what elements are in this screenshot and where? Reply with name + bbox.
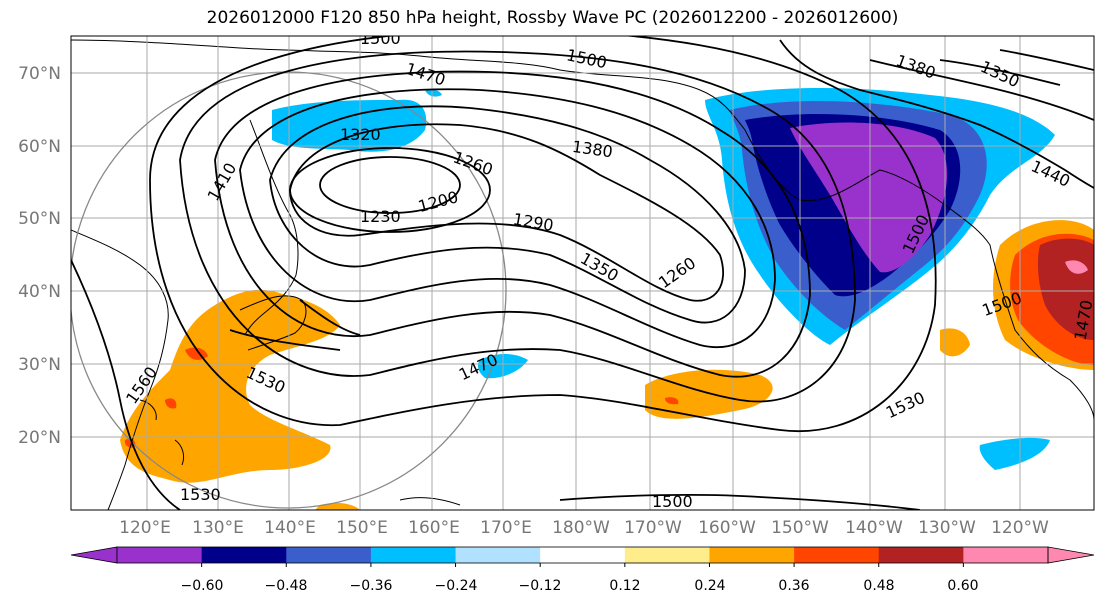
lat-tick-label: 50°N [18,209,61,229]
lon-tick-label: 120°E [119,518,171,538]
colorbar-tick-label: −0.24 [435,578,478,594]
lon-tick-label: 160°W [698,518,756,538]
colorbar-segment [370,547,457,563]
colorbar-tick-label: 0.24 [694,578,725,594]
lon-tick-label: 180°W [552,518,610,538]
latitude-axis: 70°N 60°N 50°N 40°N 30°N 20°N [18,64,61,448]
lon-tick-label: 170°W [624,518,682,538]
contour-label: 1530 [180,485,221,504]
colorbar-tick-label: −0.36 [350,578,393,594]
colorbar-frame [116,546,1049,564]
lon-tick-label: 170°E [480,518,532,538]
colorbar-arrow-max [1047,546,1095,564]
colorbar-tick-label: −0.48 [265,578,308,594]
colorbar-labels: −0.60 −0.48 −0.36 −0.24 −0.12 0.12 0.24 … [181,578,979,594]
colorbar-segment [709,547,795,563]
gridlines [71,36,1094,510]
colorbar-segment [286,547,372,563]
lon-tick-label: 140°W [845,518,903,538]
lat-tick-label: 60°N [18,137,61,157]
lat-tick-label: 40°N [18,282,61,302]
lon-tick-label: 150°W [771,518,829,538]
map-title: 2026012000 F120 850 hPa height, Rossby W… [206,8,899,28]
lat-tick-label: 30°N [18,355,61,375]
colorbar-tick-label: −0.60 [181,578,224,594]
lon-tick-label: 140°E [264,518,316,538]
colorbar-tick-label: −0.12 [519,578,562,594]
map-content: 1500 1470 1500 1410 1320 1260 1380 1380 … [71,29,1097,511]
lat-tick-label: 20°N [18,428,61,448]
lon-tick-label: 130°W [918,518,976,538]
colorbar-segment [455,547,541,563]
colorbar-tick-label: 0.12 [609,578,640,594]
lon-tick-label: 160°E [408,518,460,538]
lon-tick-label: 120°W [991,518,1049,538]
height-contours [71,36,1094,510]
colorbar-tick-label: 0.36 [778,578,809,594]
lon-tick-label: 130°E [192,518,244,538]
colorbar-segment [794,547,880,563]
contour-label: 1500 [360,29,401,48]
colorbar-segment [878,547,964,563]
longitude-axis: 120°E 130°E 140°E 150°E 160°E 170°E 180°… [119,518,1049,538]
contour-label: 1470 [1071,299,1097,342]
colorbar-segment [624,547,710,563]
colorbar-tick-label: 0.48 [863,578,894,594]
contour-label: 1230 [360,207,401,226]
lat-tick-label: 70°N [18,64,61,84]
colorbar-segment [117,547,203,563]
contour-label: 1500 [652,492,693,511]
colorbar-arrow-min [70,546,118,564]
colorbar-segment [540,547,626,563]
colorbar-tick-label: 0.60 [947,578,978,594]
map-frame [70,35,1095,511]
colorbar [70,546,1095,567]
contour-label: 1320 [340,125,381,144]
lon-tick-label: 150°E [336,518,388,538]
colorbar-segment [963,547,1049,563]
negative-anomaly-shading [272,88,1055,470]
colorbar-segment [201,547,287,563]
